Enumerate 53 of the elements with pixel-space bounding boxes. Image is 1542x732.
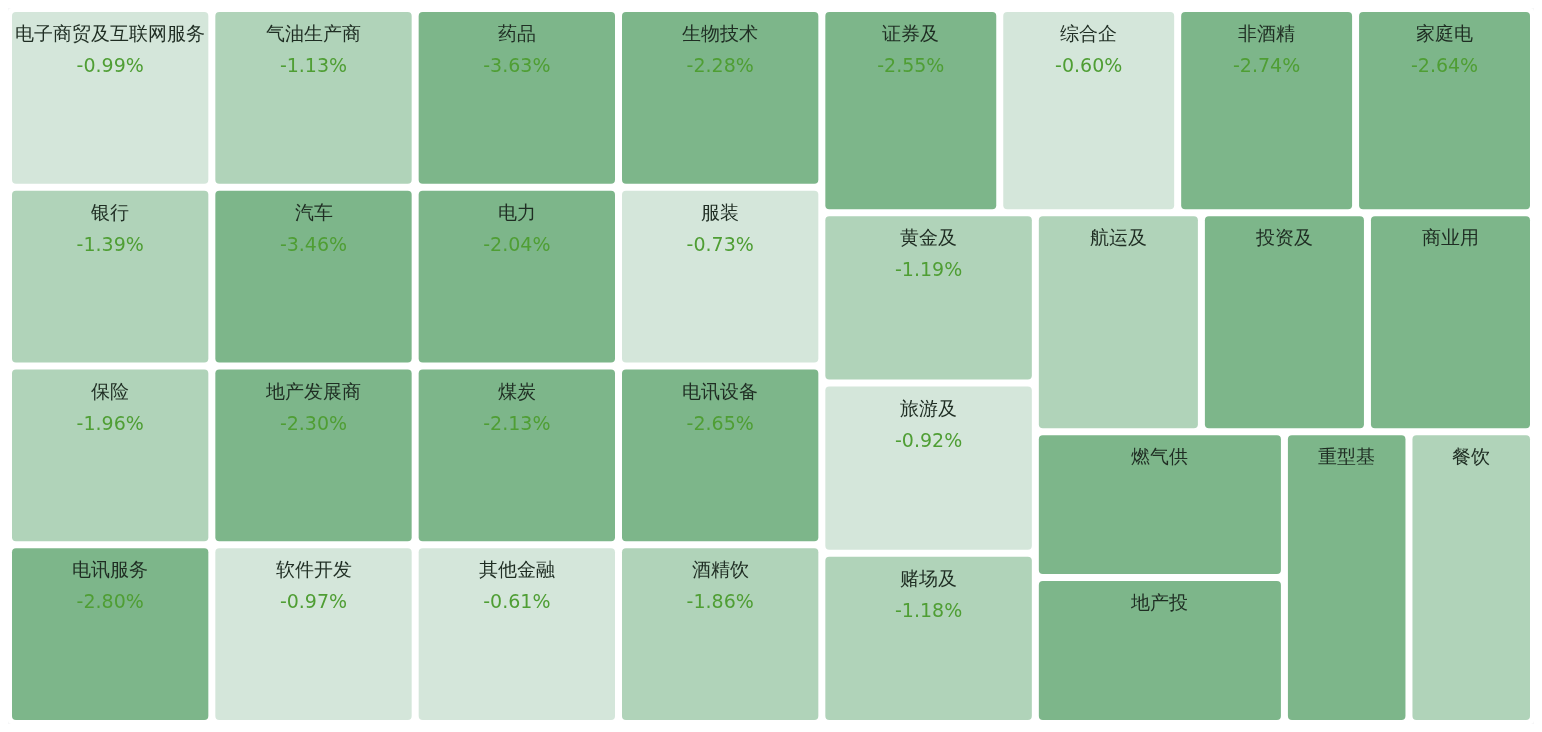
category-label: 地产投	[1130, 591, 1189, 614]
category-label: 投资及	[1254, 226, 1313, 249]
category-label: 电讯设备	[682, 379, 759, 402]
category-label: 生物技术	[682, 22, 759, 44]
category-label: 软件开发	[275, 558, 352, 581]
category-label: 综合企	[1060, 22, 1118, 44]
data-label: -2.65%	[686, 411, 754, 434]
category-label: 汽车	[294, 200, 333, 223]
data-label: -1.19%	[894, 258, 963, 281]
category-label: 药品	[497, 22, 536, 44]
data-label: -2.55%	[877, 54, 945, 76]
category-label: 酒精饮	[691, 558, 749, 581]
category-label: 赌场及	[900, 566, 958, 589]
data-label: -0.73%	[686, 232, 754, 255]
data-label: -1.18%	[894, 598, 963, 621]
data-label: -3.46%	[279, 232, 348, 255]
category-label: 地产发展商	[265, 379, 361, 402]
data-label: -0.92%	[894, 428, 963, 451]
data-label: -2.04%	[483, 232, 551, 255]
category-label: 电讯服务	[72, 558, 149, 581]
category-label: 服装	[701, 200, 740, 223]
data-label: -2.74%	[1233, 54, 1301, 76]
data-label: -1.13%	[279, 54, 348, 76]
category-label: 气油生产商	[266, 22, 361, 44]
data-label: -1.86%	[686, 590, 754, 613]
data-label: -0.97%	[279, 590, 348, 613]
category-label: 电力	[497, 200, 536, 223]
data-label: -2.30%	[279, 411, 348, 434]
data-label: -2.80%	[76, 590, 144, 613]
data-label: -0.61%	[483, 590, 551, 613]
category-label: 电子商贸及互联网服务	[15, 22, 206, 44]
category-label: 燃气供	[1131, 445, 1189, 468]
category-label: 煤炭	[497, 379, 536, 402]
category-label: 餐饮	[1452, 445, 1491, 468]
category-label: 银行	[90, 200, 130, 223]
data-label: -0.99%	[76, 54, 144, 76]
data-label: -2.13%	[483, 411, 551, 434]
category-label: 非酒精	[1238, 22, 1296, 44]
category-label: 证券及	[882, 22, 940, 44]
data-label: -1.39%	[76, 232, 144, 255]
data-label: -1.96%	[76, 411, 144, 434]
category-label: 航运及	[1089, 226, 1147, 249]
data-label: -0.60%	[1055, 54, 1123, 76]
data-label: -2.64%	[1410, 54, 1479, 76]
category-label: 旅游及	[900, 396, 958, 419]
category-label: 家庭电	[1416, 22, 1474, 44]
category-label: 重型基	[1318, 445, 1376, 468]
category-label: 商业用	[1421, 226, 1479, 249]
category-label: 黄金及	[900, 226, 958, 249]
category-label: 其他金融	[478, 558, 555, 581]
category-label: 保险	[91, 379, 130, 402]
data-label: -2.28%	[686, 54, 754, 76]
data-label: -3.63%	[483, 54, 551, 76]
